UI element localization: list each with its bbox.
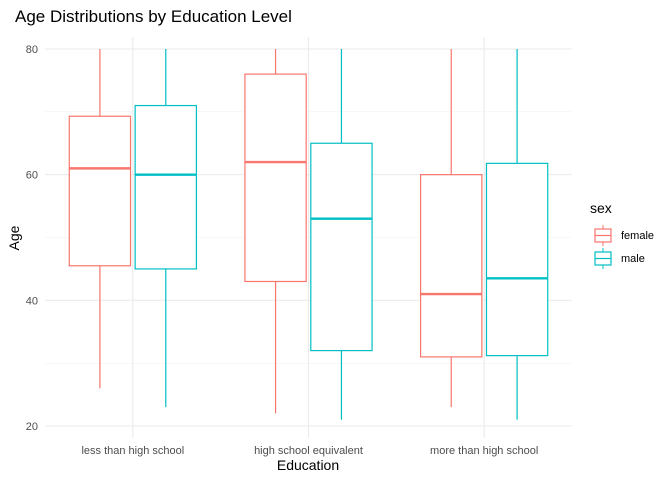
box-male <box>134 49 198 408</box>
y-tick-label: 20 <box>26 421 38 433</box>
box-female <box>68 49 132 389</box>
box-body <box>419 174 483 358</box>
box-male <box>310 49 373 420</box>
box-female <box>244 49 307 414</box>
grid-lines <box>45 37 572 438</box>
box-body <box>310 142 373 352</box>
legend: sex female male <box>590 200 654 269</box>
box-male <box>485 49 549 420</box>
legend-label-male: male <box>621 253 645 265</box>
box-layer <box>68 49 549 420</box>
y-axis-ticks: 20 40 60 80 <box>26 44 38 433</box>
x-tick-label: more than high school <box>430 445 538 457</box>
box-body <box>134 104 198 270</box>
legend-key-male <box>594 248 612 269</box>
x-axis-title: Education <box>277 457 339 473</box>
x-tick-label: high school equivalent <box>254 445 363 457</box>
chart-title: Age Distributions by Education Level <box>15 7 292 26</box>
box-body <box>485 162 549 357</box>
legend-label-female: female <box>621 230 654 242</box>
box-body <box>244 73 307 283</box>
legend-key-female <box>594 225 612 246</box>
legend-title: sex <box>590 200 612 216</box>
box-female <box>419 49 483 408</box>
y-tick-label: 80 <box>26 44 38 56</box>
box-body <box>68 115 132 267</box>
x-axis-ticks: less than high school high school equival… <box>81 445 538 457</box>
y-axis-title: Age <box>6 225 22 250</box>
y-tick-label: 60 <box>26 170 38 182</box>
x-tick-label: less than high school <box>81 445 184 457</box>
y-tick-label: 40 <box>26 295 38 307</box>
